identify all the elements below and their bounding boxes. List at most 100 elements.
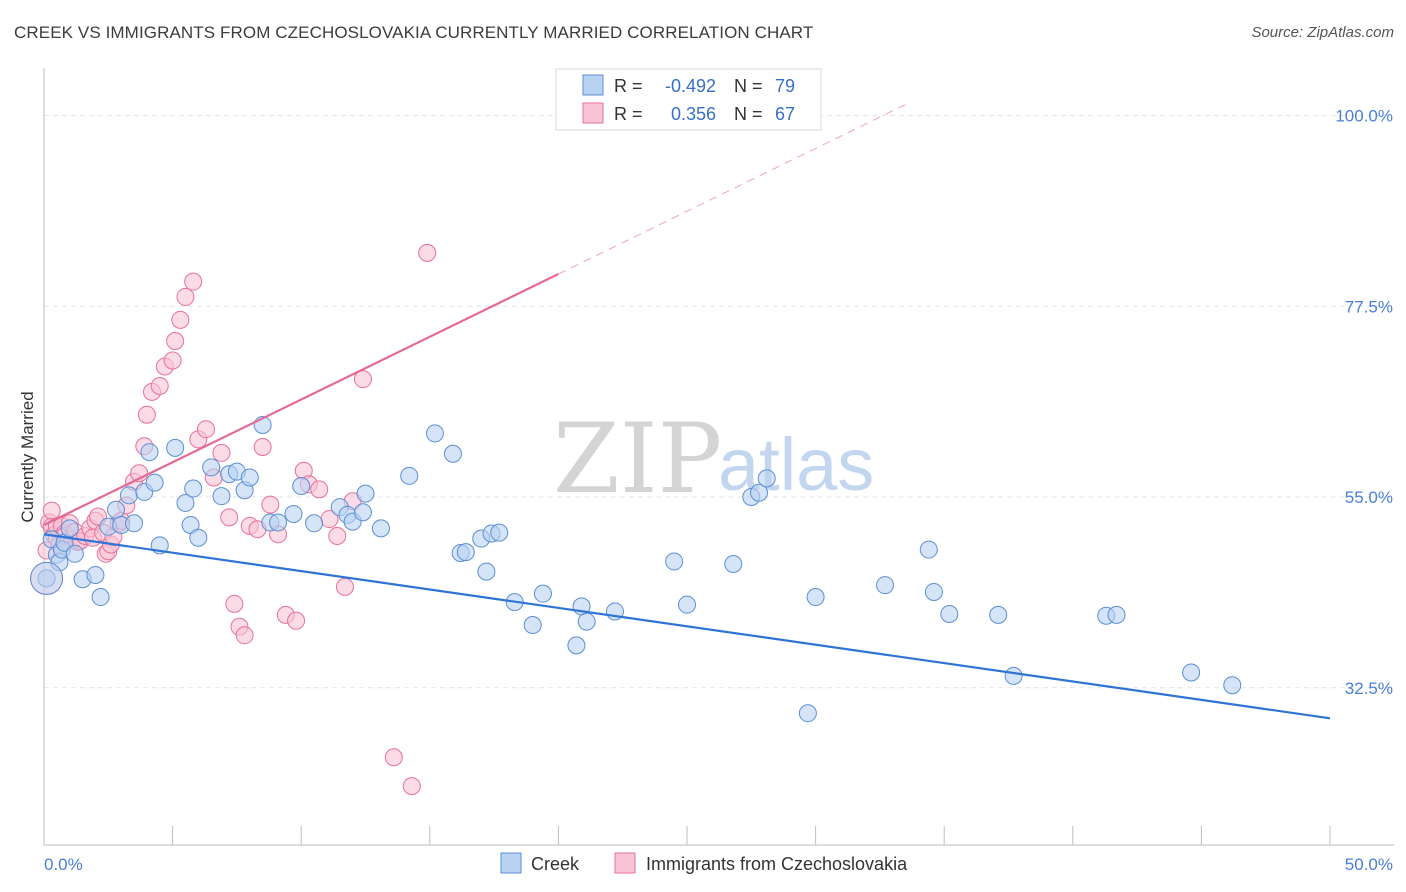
creek-point bbox=[523, 616, 542, 635]
creek-point bbox=[477, 562, 496, 581]
czech-point bbox=[150, 376, 169, 395]
watermark: ZIP atlas bbox=[553, 403, 874, 515]
creek-point bbox=[125, 514, 144, 533]
creek-point bbox=[750, 483, 769, 502]
creek-point bbox=[724, 554, 743, 573]
creek-point bbox=[65, 544, 84, 563]
creek-trend-line bbox=[43, 533, 1331, 720]
czech-point bbox=[176, 287, 195, 306]
czech-point bbox=[287, 611, 306, 630]
czech-point bbox=[184, 272, 203, 291]
czech-point bbox=[261, 495, 280, 514]
creek-point bbox=[176, 493, 195, 512]
creek-point-large bbox=[30, 561, 64, 595]
creek-point bbox=[240, 468, 259, 487]
creek-point bbox=[189, 528, 208, 547]
y-tick-label: 32.5% bbox=[1345, 679, 1393, 698]
creek-point bbox=[86, 566, 105, 585]
czech-point bbox=[328, 527, 347, 546]
czech-point bbox=[353, 370, 372, 389]
creek-point bbox=[456, 543, 475, 562]
creek-point bbox=[490, 523, 509, 542]
creek-point bbox=[140, 443, 159, 462]
bottom-legend-swatch-czech bbox=[614, 852, 636, 874]
creek-point bbox=[798, 704, 817, 723]
creek-point bbox=[806, 588, 825, 607]
gridlines bbox=[44, 115, 1394, 689]
czech-point bbox=[163, 351, 182, 370]
creek-point bbox=[371, 519, 390, 538]
watermark-zip: ZIP bbox=[553, 403, 722, 515]
creek-point bbox=[678, 595, 696, 614]
creek-point bbox=[989, 605, 1008, 624]
chart-title: CREEK VS IMMIGRANTS FROM CZECHOSLOVAKIA … bbox=[14, 23, 814, 42]
legend-r-label: R = bbox=[614, 104, 643, 124]
x-tick-label-max: 50.0% bbox=[1345, 855, 1393, 874]
czech-point bbox=[220, 508, 239, 527]
legend-n-label: N = bbox=[734, 104, 763, 124]
creek-point bbox=[1182, 663, 1201, 682]
creek-point bbox=[356, 484, 375, 503]
bottom-legend: Creek Immigrants from Czechoslovakia bbox=[500, 852, 908, 874]
legend-swatch-czech bbox=[582, 102, 604, 124]
creek-point bbox=[119, 486, 138, 505]
creek-point bbox=[876, 576, 895, 595]
legend-r-value: 0.356 bbox=[671, 104, 716, 124]
czech-point bbox=[253, 437, 272, 456]
creek-point bbox=[202, 458, 221, 477]
czech-trend-line bbox=[43, 273, 559, 526]
creek-point bbox=[567, 636, 586, 655]
creek-point bbox=[269, 513, 288, 532]
creek-point bbox=[533, 584, 552, 603]
bottom-legend-swatch-creek bbox=[500, 852, 522, 874]
creek-point bbox=[1223, 676, 1242, 695]
creek-point bbox=[443, 444, 462, 463]
czech-point bbox=[335, 577, 354, 596]
creek-point bbox=[145, 473, 164, 492]
czech-point bbox=[166, 332, 185, 351]
czech-point bbox=[384, 748, 403, 767]
czech-point bbox=[402, 777, 421, 796]
czech-point bbox=[225, 594, 244, 613]
series-creek-points bbox=[30, 415, 1242, 723]
legend-swatch-creek bbox=[582, 74, 604, 96]
czech-point bbox=[235, 626, 254, 645]
czech-point bbox=[42, 501, 61, 520]
y-tick-label: 77.5% bbox=[1345, 297, 1393, 316]
x-tick-label-min: 0.0% bbox=[44, 855, 83, 874]
y-axis-label: Currently Married bbox=[18, 391, 37, 522]
bottom-legend-creek: Creek bbox=[531, 854, 580, 874]
creek-point bbox=[292, 476, 311, 495]
czech-point bbox=[418, 243, 437, 262]
tick-labels: 32.5% 55.0% 77.5% 100.0% 0.0% 50.0% bbox=[44, 107, 1393, 874]
creek-point bbox=[924, 582, 943, 601]
czech-point bbox=[171, 310, 190, 329]
creek-point bbox=[757, 469, 776, 488]
creek-point bbox=[60, 519, 79, 538]
czech-point bbox=[310, 480, 329, 499]
creek-point bbox=[107, 500, 126, 519]
creek-point bbox=[353, 503, 372, 522]
legend-n-value: 67 bbox=[775, 104, 795, 124]
legend-r-label: R = bbox=[614, 76, 643, 96]
czech-point bbox=[212, 443, 231, 462]
czech-point bbox=[137, 405, 156, 424]
creek-point bbox=[184, 479, 203, 498]
creek-point bbox=[577, 612, 596, 631]
bottom-legend-czech: Immigrants from Czechoslovakia bbox=[646, 854, 908, 874]
chart-source: Source: ZipAtlas.com bbox=[1251, 24, 1394, 41]
creek-point bbox=[166, 438, 185, 457]
czech-trend-extension bbox=[558, 104, 906, 275]
legend-n-value: 79 bbox=[775, 76, 795, 96]
series-czech-points bbox=[30, 243, 437, 796]
creek-point bbox=[284, 504, 303, 523]
legend-n-label: N = bbox=[734, 76, 763, 96]
axes bbox=[43, 68, 1394, 846]
creek-point bbox=[91, 588, 110, 607]
trend-lines bbox=[43, 104, 1331, 720]
creek-point bbox=[665, 552, 684, 571]
creek-point bbox=[940, 605, 959, 624]
y-tick-label: 100.0% bbox=[1335, 107, 1393, 126]
creek-point bbox=[1107, 605, 1126, 624]
